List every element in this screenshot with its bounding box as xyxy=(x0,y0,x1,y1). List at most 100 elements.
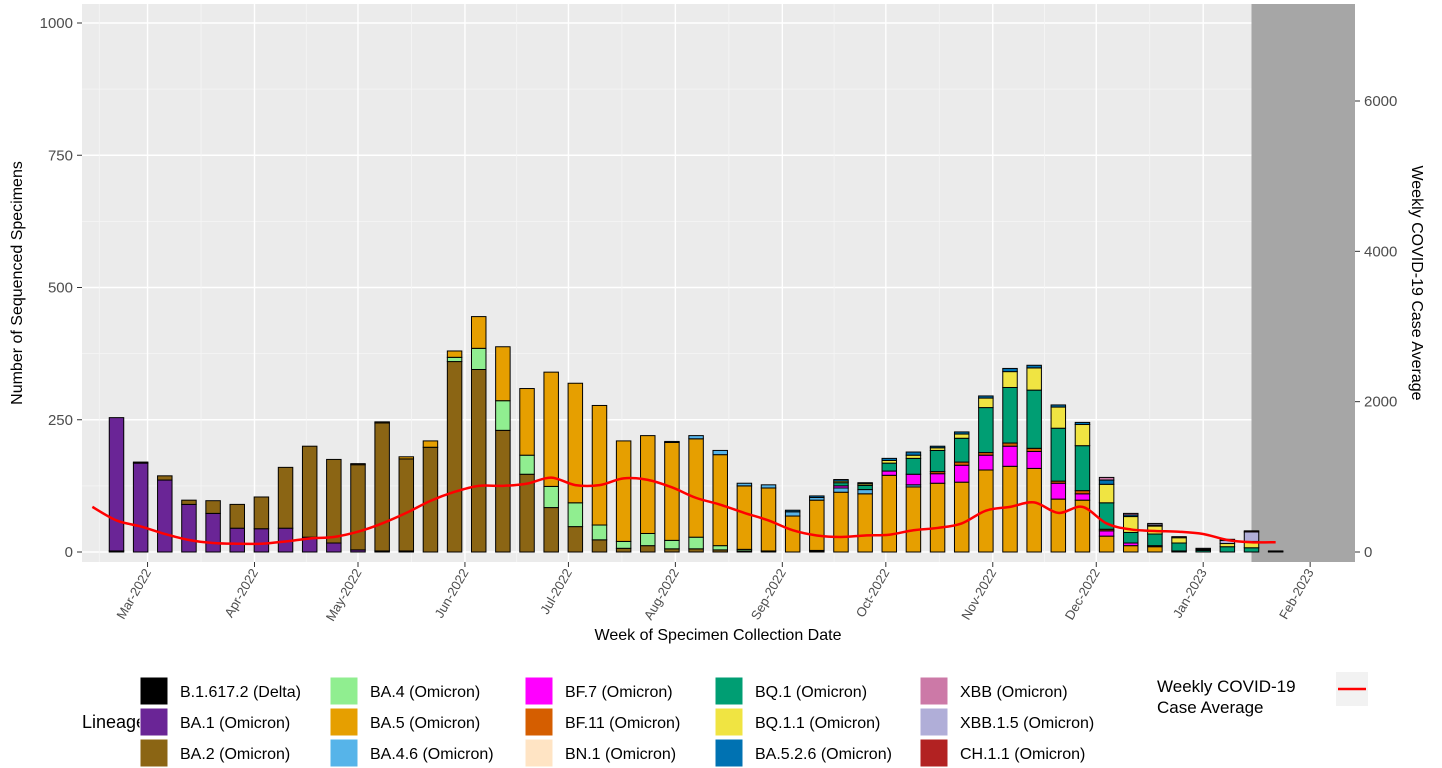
bar-segment-ba46 xyxy=(664,440,680,443)
bar-segment-ba2 xyxy=(301,445,318,538)
bar-segment-ba5 xyxy=(446,350,463,358)
x-tick-label: Jul-2022 xyxy=(537,566,575,617)
bar-segment-ch11 xyxy=(1243,530,1260,533)
bar-segment-ba5 xyxy=(591,404,608,526)
x-tick-label: Mar-2022 xyxy=(113,566,154,622)
bar-segment-ba1 xyxy=(181,503,197,553)
legend-key-ba526 xyxy=(714,738,744,768)
bar-segment-ba5 xyxy=(857,493,873,553)
y2-axis-title: Weekly COVID-19 Case Average xyxy=(1408,165,1425,400)
x-tick-label: Nov-2022 xyxy=(958,566,999,622)
bar-segment-ba46 xyxy=(784,511,801,517)
legend-label-ba5: BA.5 (Omicron) xyxy=(370,715,480,732)
legend-key-ba1 xyxy=(139,707,169,737)
bar-segment-ba5 xyxy=(398,456,415,460)
y2-tick-label: 4000 xyxy=(1364,243,1397,260)
bar-segment-ba5 xyxy=(350,463,366,466)
legend-key-bf7 xyxy=(524,676,554,706)
bar-segment-ba5 xyxy=(1123,545,1139,553)
legend-label-delta: B.1.617.2 (Delta) xyxy=(180,684,301,701)
legend-label-bf11: BF.11 (Omicron) xyxy=(565,715,680,732)
bar-segment-ba2 xyxy=(398,458,415,552)
bar-segment-ba5 xyxy=(953,481,970,553)
legend-title: Lineage xyxy=(82,712,146,732)
legend-key-ba2 xyxy=(139,738,169,768)
bar-segment-ba2 xyxy=(615,547,632,553)
bar-segment-bq11 xyxy=(1074,424,1091,447)
bar-segment-ba1 xyxy=(229,527,245,553)
bar-segment-ba5 xyxy=(712,454,728,547)
x-tick-label: Jun-2022 xyxy=(431,566,471,620)
legend-label-ba4: BA.4 (Omicron) xyxy=(370,684,480,701)
bar-segment-bq1 xyxy=(1074,445,1091,492)
y-tick-label: 0 xyxy=(65,544,73,561)
bar-segment-bf7 xyxy=(1026,450,1042,469)
bar-segment-ba5 xyxy=(495,346,511,402)
bar-segment-ba526 xyxy=(1050,404,1067,408)
y-axis-title: Number of Sequenced Specimens xyxy=(9,161,26,405)
bar-segment-ba5 xyxy=(1050,498,1067,553)
bar-segment-ba2 xyxy=(229,503,245,529)
bar-segment-bf7 xyxy=(1098,530,1115,537)
bar-segment-bq1 xyxy=(953,437,970,463)
bar-segment-ba5 xyxy=(374,421,390,424)
bar-segment-ba2 xyxy=(253,496,270,530)
line-legend-label: Case Average xyxy=(1157,698,1263,717)
bar-segment-ba46 xyxy=(857,489,873,495)
bar-segment-ba1 xyxy=(326,542,342,553)
legend-key-ba5 xyxy=(329,707,359,737)
line-legend: Weekly COVID-19 Case Average xyxy=(1157,672,1368,717)
bar-segment-bq1 xyxy=(978,407,994,454)
bar-segment-xbb15 xyxy=(1171,536,1187,539)
bar-segment-ba526 xyxy=(881,457,898,461)
legend-label-ba526: BA.5.2.6 (Omicron) xyxy=(755,746,892,763)
legend-key-bn1 xyxy=(524,738,554,768)
bar-segment-ba5 xyxy=(1026,467,1042,553)
bar-segment-ba4 xyxy=(640,532,656,547)
bar-segment-ba2 xyxy=(519,473,535,553)
x-tick-label: Sep-2022 xyxy=(748,566,789,622)
bar-segment-ba2 xyxy=(374,422,390,552)
bar-segment-ba2 xyxy=(132,461,149,464)
bar-segment-ba526 xyxy=(1002,367,1018,373)
bar-segment-ba5 xyxy=(929,482,946,553)
legend-label-xbb15: XBB.1.5 (Omicron) xyxy=(960,715,1094,732)
bar-segment-ba5 xyxy=(519,388,535,456)
bar-segment-ba2 xyxy=(326,458,342,544)
bar-segment-ba526 xyxy=(784,509,801,513)
bar-segment-ba526 xyxy=(1074,421,1091,426)
bar-segment-xbb15 xyxy=(1267,550,1284,552)
bar-segment-ba526 xyxy=(905,451,922,456)
bar-segment-xbb xyxy=(1123,512,1139,516)
bar-segment-bq11 xyxy=(1002,371,1018,388)
legend-key-bf11 xyxy=(524,707,554,737)
bar-segment-ba2 xyxy=(277,466,294,529)
y2-tick-label: 2000 xyxy=(1364,394,1397,411)
legend-label-ba2: BA.2 (Omicron) xyxy=(180,746,290,763)
bar-segment-ba526 xyxy=(1098,479,1115,485)
bar-segment-bq1 xyxy=(1171,542,1187,552)
bar-segment-ba46 xyxy=(833,487,849,493)
bar-segment-ba2 xyxy=(181,499,197,505)
legend-key-xbb15 xyxy=(919,707,949,737)
x-tick-label: Feb-2023 xyxy=(1276,566,1317,622)
x-tick-label: Dec-2022 xyxy=(1062,566,1103,622)
bar-segment-ba5 xyxy=(567,382,584,504)
bar-segment-ba46 xyxy=(688,435,704,440)
bar-segment-ba4 xyxy=(446,356,463,363)
incomplete-data-shading xyxy=(1251,4,1355,562)
legend-label-ch11: CH.1.1 (Omicron) xyxy=(960,746,1085,763)
bar-segment-bq1 xyxy=(1147,533,1163,547)
y-tick-label: 1000 xyxy=(40,15,73,32)
bar-segment-bq1 xyxy=(881,462,898,472)
x-tick-label: Aug-2022 xyxy=(641,566,682,622)
bar-segment-ba5 xyxy=(664,441,680,541)
bar-segment-ba526 xyxy=(953,431,970,435)
bar-segment-ba4 xyxy=(470,347,487,370)
bar-segment-ba4 xyxy=(712,545,728,551)
bar-segment-bq11 xyxy=(1098,483,1115,504)
bar-segment-ba5 xyxy=(905,486,922,553)
bar-segment-bq1 xyxy=(1243,547,1260,553)
bar-segment-ba5 xyxy=(688,438,704,538)
bar-segment-bf7 xyxy=(978,454,994,471)
